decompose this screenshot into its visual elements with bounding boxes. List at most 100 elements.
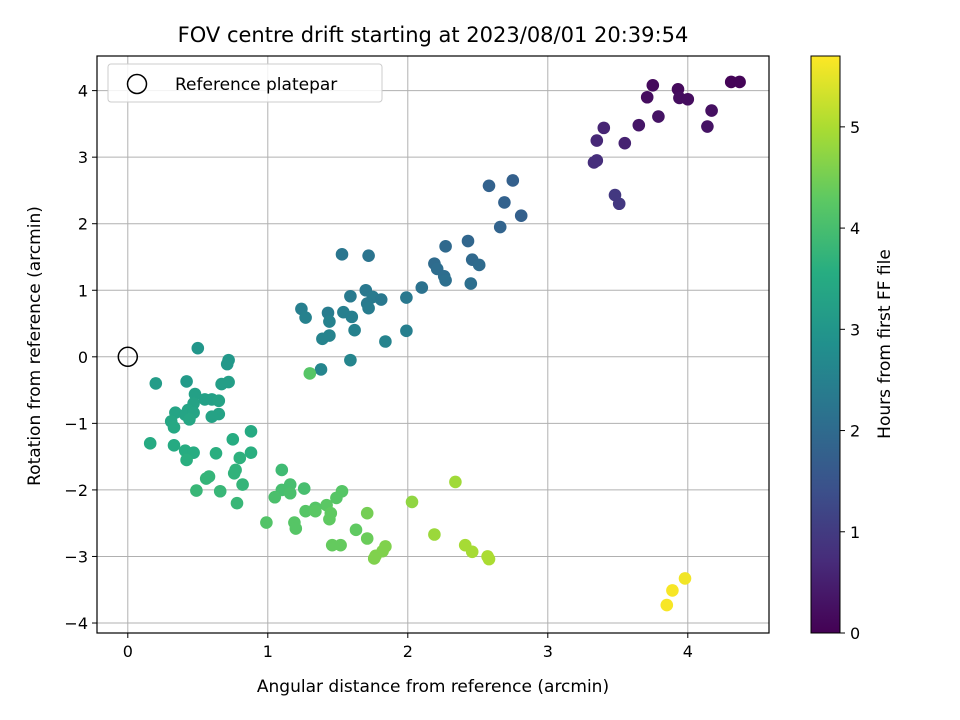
data-point [465, 545, 479, 559]
data-point [587, 156, 601, 169]
data-point [344, 353, 357, 367]
data-point [244, 425, 258, 438]
data-point [289, 522, 303, 535]
data-point [733, 75, 746, 89]
data-point [640, 90, 654, 104]
chart-title: FOV centre drift starting at 2023/08/01 … [178, 23, 689, 47]
data-point [268, 490, 282, 504]
data-point [330, 491, 343, 505]
data-point [344, 289, 357, 303]
data-point [299, 504, 312, 518]
data-point [428, 528, 441, 541]
legend-reference-marker [126, 73, 148, 95]
legend-box [107, 63, 383, 103]
data-point [167, 421, 181, 434]
data-point [439, 273, 452, 287]
plot-frame [96, 55, 770, 634]
data-point [405, 495, 419, 509]
colorbar-tick-label: 0 [850, 624, 860, 643]
data-point [334, 538, 347, 552]
y-tick-label: 2 [78, 215, 88, 234]
colorbar-gradient [810, 55, 841, 634]
y-tick-label: −3 [64, 547, 88, 566]
colorbar-label: Hours from first FF file [875, 249, 895, 439]
data-point [227, 466, 241, 480]
data-point [498, 196, 511, 209]
grid-lines [97, 56, 769, 633]
y-tick-label: −4 [64, 614, 88, 633]
data-point [183, 413, 196, 426]
x-tick-label: 2 [403, 642, 413, 661]
reference-platepar-marker [117, 346, 139, 368]
data-point [345, 310, 359, 324]
data-point [143, 437, 157, 450]
data-point [461, 234, 475, 248]
data-point [464, 277, 478, 290]
y-axis-label: Rotation from reference (arcmin) [25, 206, 45, 486]
data-point [149, 377, 163, 390]
data-point [303, 367, 317, 380]
data-point [705, 104, 718, 117]
data-point [618, 136, 632, 150]
data-point [323, 315, 336, 328]
colorbar: 0 1 2 3 4 5 Hours from first FF file [810, 55, 895, 643]
data-point [652, 110, 665, 123]
data-point [379, 335, 392, 348]
data-point [335, 248, 349, 261]
x-axis-ticks: 0 1 2 3 4 [123, 633, 693, 661]
scatter-points [143, 75, 746, 612]
data-point [514, 209, 528, 223]
data-point [678, 572, 692, 585]
data-point [506, 174, 520, 187]
data-point [314, 363, 328, 376]
data-point [309, 504, 322, 518]
data-point [400, 291, 413, 304]
data-point [190, 484, 203, 497]
y-tick-label: −2 [64, 481, 88, 500]
data-point [297, 482, 311, 495]
data-point [362, 249, 375, 262]
data-point [493, 220, 507, 234]
y-axis-ticks: −4 −3 −2 −1 0 1 2 3 4 [64, 82, 97, 633]
data-point [191, 341, 205, 355]
data-point [482, 179, 496, 193]
data-point [323, 512, 336, 526]
data-point [167, 439, 181, 452]
data-point [374, 293, 388, 306]
data-point [213, 484, 227, 498]
data-point [367, 552, 381, 565]
x-tick-label: 4 [683, 642, 693, 661]
colorbar-tick-label: 4 [850, 219, 860, 238]
reference-marker-layer [117, 346, 139, 368]
data-point [360, 532, 374, 545]
data-point [449, 475, 462, 489]
data-point [205, 410, 219, 424]
data-point [415, 281, 429, 294]
y-tick-label: 0 [78, 348, 88, 367]
data-point [660, 598, 674, 612]
data-point [360, 506, 374, 520]
data-point [180, 375, 193, 388]
data-point [348, 323, 361, 337]
data-point [590, 134, 604, 147]
data-point [349, 523, 363, 537]
data-point [180, 453, 193, 467]
data-point [362, 301, 375, 315]
colorbar-tick-label: 2 [850, 422, 860, 441]
y-tick-label: 4 [78, 82, 88, 101]
data-point [188, 387, 202, 401]
data-point [400, 324, 413, 338]
data-point [439, 240, 452, 253]
data-point [646, 78, 660, 92]
data-point [226, 433, 240, 446]
y-tick-label: −1 [64, 414, 88, 433]
data-point [230, 496, 244, 510]
data-point [236, 478, 249, 491]
data-point [283, 486, 297, 500]
legend: Reference platepar [107, 63, 383, 103]
data-point [275, 463, 289, 477]
x-tick-label: 1 [263, 642, 273, 661]
data-point [632, 118, 646, 132]
data-point [244, 446, 258, 459]
